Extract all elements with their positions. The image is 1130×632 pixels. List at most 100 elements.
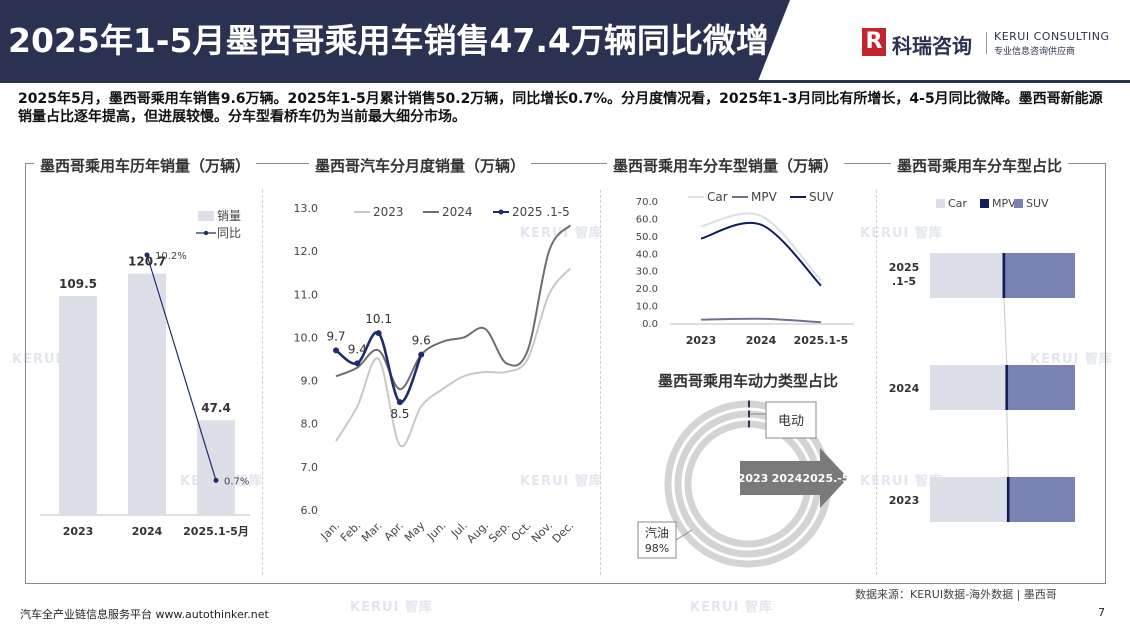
data-source: 数据来源：KERUI数据-海外数据 | 墨西哥 bbox=[855, 588, 1057, 601]
x-tick-label: 2025.1-5月 bbox=[183, 525, 249, 538]
x-tick-label: Jun. bbox=[424, 519, 449, 544]
sales-bar bbox=[197, 420, 235, 515]
series-line-mpv bbox=[700, 317, 822, 324]
yoy-point bbox=[144, 252, 150, 258]
x-tick-label: 2023 bbox=[63, 525, 94, 538]
bar-value-label: 47.4 bbox=[201, 401, 231, 415]
logo-chinese-name: 科瑞咨询 bbox=[892, 34, 972, 58]
content-frame bbox=[25, 163, 1106, 584]
series-line-2023 bbox=[335, 267, 572, 448]
page-title: 2025年1-5月墨西哥乘用车销售47.4万辆同比微增 bbox=[8, 21, 769, 60]
panel-divider bbox=[600, 190, 601, 575]
series-data-label: 9.4 bbox=[348, 342, 367, 356]
summary-text: 2025年5月，墨西哥乘用车销售9.6万辆。2025年1-5月累计销售50.2万… bbox=[18, 91, 1103, 125]
y-tick-label: 40.0 bbox=[636, 249, 658, 260]
share-segment-suv bbox=[1005, 253, 1075, 298]
segment-sales-chart: 0.0 10.0 20.0 30.0 40.0 50.0 60.0 70.0 2023 2024 2… bbox=[636, 190, 854, 347]
series-point bbox=[396, 399, 403, 406]
series-connector bbox=[1003, 297, 1008, 366]
title-banner bbox=[0, 0, 790, 80]
legend-label: 2024 bbox=[442, 205, 473, 219]
x-tick-label: Dec. bbox=[550, 519, 577, 546]
ring-year-label: 2025.-5 bbox=[802, 472, 849, 485]
y-tick-label: 7.0 bbox=[301, 461, 319, 474]
y-tick-label: 2025 bbox=[889, 261, 920, 274]
series-data-label: 10.1 bbox=[365, 312, 392, 326]
legend-swatch bbox=[1014, 199, 1023, 208]
slice-value-gasoline: 98% bbox=[645, 542, 669, 555]
series-point bbox=[418, 351, 425, 358]
yoy-label: 0.7% bbox=[224, 476, 249, 487]
series-data-label: 9.6 bbox=[412, 334, 431, 348]
ring-year-label: 2024 bbox=[772, 472, 803, 485]
x-tick-label: Mar. bbox=[359, 519, 385, 545]
yoy-point bbox=[213, 477, 219, 483]
y-tick-label: 13.0 bbox=[294, 202, 319, 215]
x-tick-label: Aug. bbox=[464, 519, 491, 546]
series-data-label: 9.7 bbox=[326, 329, 345, 343]
logo-tagline: 专业信息咨询供应商 bbox=[994, 47, 1076, 57]
legend-label: SUV bbox=[809, 190, 834, 204]
legend-label: MPV bbox=[751, 190, 778, 204]
series-point bbox=[354, 360, 361, 367]
legend-marker bbox=[498, 209, 504, 215]
annual-sales-chart: 109.5 2023 120.7 2024 47.4 2025.1-5月 10.2% 0.7%… bbox=[40, 209, 250, 538]
panel-divider bbox=[876, 190, 877, 575]
y-tick-label: 10.0 bbox=[294, 331, 319, 344]
share-segment-suv bbox=[1008, 365, 1075, 410]
x-tick-label: Apr. bbox=[382, 519, 406, 543]
y-tick-label: 20.0 bbox=[636, 284, 658, 295]
share-segment-car bbox=[930, 253, 1003, 298]
y-tick-label: 0.0 bbox=[642, 319, 658, 330]
x-tick-label: 2025.1-5 bbox=[794, 334, 849, 347]
sales-bar bbox=[128, 273, 166, 515]
x-tick-label: 2023 bbox=[686, 334, 717, 347]
share-segment-car bbox=[930, 477, 1007, 522]
legend-label: MPV bbox=[992, 197, 1016, 210]
header-divider bbox=[0, 80, 1130, 83]
x-tick-label: May bbox=[402, 519, 428, 545]
segment-share-chart: 2025.1-5 2024 2023 Car MPV SUV bbox=[889, 197, 1075, 522]
legend-label: Car bbox=[948, 197, 967, 210]
y-tick-label: 8.0 bbox=[301, 418, 319, 431]
watermark: KERUI 智库 bbox=[860, 226, 943, 241]
watermark: KERUI 智库 bbox=[690, 600, 773, 615]
segment-share-title: 墨西哥乘用车分车型占比 bbox=[891, 155, 1069, 176]
watermark: KERUI 智库 bbox=[520, 226, 603, 241]
watermark: KERUI 智库 bbox=[1030, 352, 1113, 367]
series-point bbox=[375, 330, 382, 337]
x-tick-label: Sep. bbox=[486, 519, 512, 545]
page-number: 7 bbox=[1098, 606, 1105, 619]
watermark: KERUI 智库 bbox=[520, 474, 603, 489]
share-segment-suv bbox=[1009, 477, 1075, 522]
logo-separator bbox=[986, 32, 987, 54]
monthly-sales-chart: 6.0 7.0 8.0 9.0 10.0 11.0 12.0 13.0 Jan.Feb.Mar.… bbox=[294, 202, 577, 546]
bar-value-label: 120.7 bbox=[128, 255, 166, 269]
panel-divider bbox=[262, 190, 263, 575]
y-tick-label: 2023 bbox=[889, 494, 920, 507]
yoy-label: 10.2% bbox=[155, 251, 187, 262]
x-tick-label: 2024 bbox=[132, 525, 163, 538]
watermark: KERUI 智库 bbox=[350, 600, 433, 615]
content-frame-top bbox=[25, 163, 1105, 164]
callout-box bbox=[637, 521, 677, 559]
series-line-2024 bbox=[335, 224, 572, 391]
y-tick-label: .1-5 bbox=[892, 275, 916, 288]
share-segment-mpv bbox=[1005, 365, 1009, 410]
callout-leader bbox=[675, 529, 693, 541]
x-tick-label: 2024 bbox=[746, 334, 777, 347]
legend-label: Car bbox=[707, 190, 728, 204]
x-tick-label: Nov. bbox=[529, 519, 555, 545]
legend-swatch bbox=[936, 199, 945, 208]
powertrain-title: 墨西哥乘用车动力类型占比 bbox=[658, 372, 838, 390]
legend-label: 2025 .1-5 bbox=[512, 205, 570, 219]
share-segment-car bbox=[930, 365, 1006, 410]
y-tick-label: 2024 bbox=[889, 382, 920, 395]
bar-value-label: 109.5 bbox=[59, 277, 97, 291]
legend-label: 同比 bbox=[217, 226, 241, 240]
legend-swatch bbox=[980, 199, 989, 208]
watermark: KERUI 智库 bbox=[860, 474, 943, 489]
ring-year-arrow bbox=[740, 448, 848, 508]
logo-english-name: KERUI CONSULTING bbox=[994, 30, 1110, 43]
y-tick-label: 12.0 bbox=[294, 245, 319, 258]
